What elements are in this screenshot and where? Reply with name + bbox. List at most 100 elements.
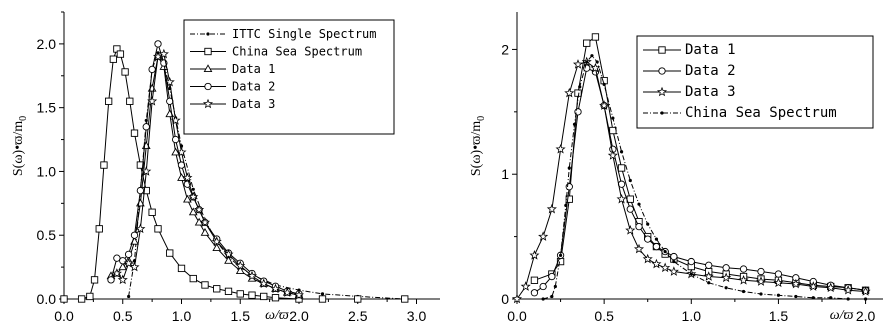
data-point: [148, 65, 156, 74]
data-point: [271, 294, 280, 302]
data-point: [100, 161, 108, 169]
y-axis-label-subscript: 0: [476, 116, 487, 121]
data-point: [599, 100, 610, 110]
data-point: [637, 202, 641, 206]
y-tick-label: 0.0: [37, 291, 57, 307]
data-point: [538, 231, 549, 241]
data-point: [158, 48, 169, 59]
data-point: [511, 293, 523, 304]
data-point: [200, 227, 210, 236]
data-point: [550, 294, 554, 299]
data-point: [616, 193, 627, 204]
data-point: [553, 284, 557, 289]
data-point: [152, 51, 164, 61]
data-point: [626, 205, 634, 213]
data-point: [86, 292, 94, 301]
data-point: [118, 262, 128, 271]
data-point: [774, 270, 783, 278]
data-point: [129, 261, 140, 272]
data-point: [90, 276, 99, 284]
data-point: [590, 54, 594, 58]
x-tick-label: 2.5: [348, 308, 368, 324]
data-point: [177, 264, 186, 273]
x-tick-label: 1.0: [682, 308, 702, 324]
series-data-3: [111, 48, 305, 300]
data-point: [611, 116, 615, 120]
data-point: [759, 292, 763, 296]
data-point: [860, 286, 871, 296]
data-point: [548, 272, 556, 281]
x-tick-label: 3.0: [407, 308, 427, 324]
data-point: [625, 225, 636, 235]
data-point: [722, 264, 730, 272]
data-point: [260, 292, 268, 301]
data-point: [642, 253, 653, 264]
data-point: [171, 135, 180, 144]
data-point: [546, 203, 557, 214]
data-point: [567, 166, 571, 170]
data-point: [541, 297, 545, 301]
data-point: [135, 223, 146, 234]
data-point: [171, 147, 180, 156]
data-point: [136, 186, 145, 195]
legend: ITTC Single Spectrum China Sea Spectrum Da…: [183, 19, 395, 135]
data-point: [109, 55, 118, 63]
x-tick-label: 2.0: [289, 308, 309, 324]
data-point: [166, 249, 174, 257]
data-point: [130, 231, 139, 239]
data-point: [117, 274, 128, 285]
data-point: [635, 222, 643, 231]
data-point: [235, 260, 246, 271]
data-point: [191, 187, 195, 191]
data-point: [188, 191, 199, 202]
data-point: [794, 294, 798, 299]
data-point: [652, 242, 661, 251]
data-point: [705, 261, 713, 269]
data-point: [572, 122, 577, 126]
data-point: [116, 50, 125, 58]
chart-1: 0.0 0.5 1.0 1.5 2.0 2.5 3.00.00.51.01.52.0ω/ϖS…: [11, 11, 440, 324]
y-tick-label: 0.5: [37, 227, 57, 243]
data-point: [773, 277, 784, 288]
data-point: [121, 68, 129, 76]
data-point: [574, 89, 582, 97]
data-point: [564, 87, 575, 98]
data-point: [595, 60, 599, 64]
data-point: [236, 290, 244, 298]
data-point: [212, 243, 222, 252]
data-point: [148, 208, 156, 216]
legend-marker: [658, 46, 666, 54]
data-point: [107, 276, 115, 284]
data-point: [293, 289, 305, 300]
data-point: [539, 282, 547, 291]
data-point: [199, 217, 211, 227]
data-point: [619, 150, 624, 154]
data-point: [126, 97, 134, 105]
data-point: [213, 285, 221, 293]
legend-label: ITTC Single Spectrum: [232, 27, 377, 41]
data-point: [564, 203, 568, 208]
data-point: [223, 249, 234, 259]
legend-marker: [660, 111, 664, 115]
data-point: [646, 222, 650, 226]
data-point: [808, 281, 819, 291]
y-tick-label: 0: [501, 291, 509, 307]
series-line: [516, 61, 866, 300]
data-point: [211, 236, 222, 246]
data-point: [651, 258, 662, 269]
data-point: [591, 33, 600, 41]
data-point: [123, 257, 134, 268]
data-point: [757, 267, 765, 276]
y-tick-label: 1.0: [37, 163, 57, 179]
data-point: [136, 161, 145, 169]
x-tick-label: 1.5: [769, 308, 789, 324]
legend-label: China Sea Spectrum: [685, 105, 837, 121]
data-point: [354, 295, 362, 303]
data-point: [555, 143, 566, 154]
y-axis-label: S(ω)•ϖ/m0: [11, 116, 29, 176]
data-point: [755, 276, 767, 286]
data-point: [248, 291, 256, 299]
data-point: [739, 265, 748, 273]
legend-marker: [203, 64, 213, 73]
